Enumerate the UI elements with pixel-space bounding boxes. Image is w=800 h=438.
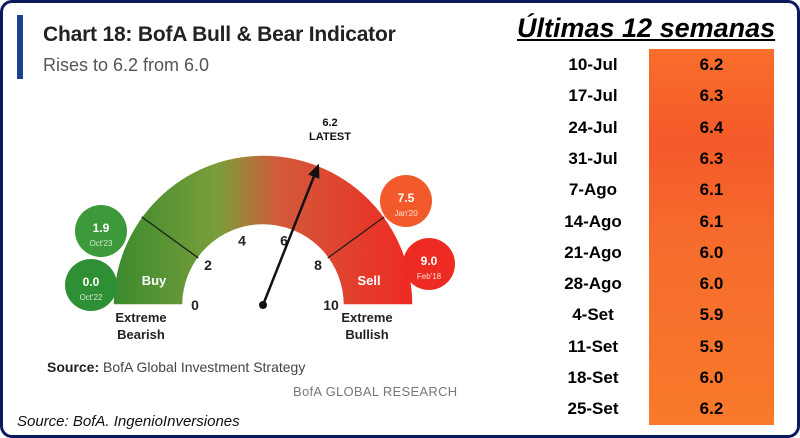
weekly-table-row: 28-Ago 6.0 <box>543 268 783 299</box>
weekly-table-row: 7-Ago 6.1 <box>543 174 783 205</box>
latest-label: LATEST <box>309 131 351 143</box>
weekly-table-date: 28-Ago <box>564 274 622 294</box>
chart-source: Source: BofA Global Investment Strategy <box>47 359 305 375</box>
weekly-table-row: 18-Set 6.0 <box>543 362 783 393</box>
history-marker-oct23-date: Oct'23 <box>90 239 113 248</box>
buy-zone-label: Buy <box>142 273 167 288</box>
zone-boundary-line <box>327 216 385 259</box>
weekly-table-date: 24-Jul <box>568 117 618 137</box>
sell-zone-label: Sell <box>357 273 380 288</box>
extreme-bearish-line1: Extreme <box>115 310 166 325</box>
footer-source: Source: BofA. IngenioInversiones <box>17 413 240 430</box>
weekly-table-row: 10-Jul 6.2 <box>543 49 783 80</box>
weekly-table-value: 6.2 <box>699 399 724 419</box>
history-marker-feb18 <box>403 238 455 290</box>
history-marker-oct22 <box>65 259 117 311</box>
latest-value-label: 6.2 <box>322 117 337 129</box>
history-marker-oct23-value: 1.9 <box>93 221 110 235</box>
weekly-table-row: 14-Ago 6.1 <box>543 206 783 237</box>
chart-source-text: BofA Global Investment Strategy <box>103 359 306 375</box>
gauge-needle <box>261 176 315 306</box>
history-marker-oct23 <box>75 205 127 257</box>
history-marker-jan20 <box>380 175 432 227</box>
weekly-table-value: 6.0 <box>699 368 724 387</box>
history-marker-oct22-date: Oct'22 <box>80 293 103 302</box>
weekly-table-date: 7-Ago <box>568 180 618 200</box>
weekly-table-date: 10-Jul <box>568 55 618 74</box>
weekly-table-row: 17-Jul 6.3 <box>543 80 783 111</box>
weekly-table-value: 6.0 <box>699 274 724 294</box>
title-accent-bar <box>17 15 23 79</box>
extreme-bearish-line2: Bearish <box>117 327 165 342</box>
branding-label: BofA GLOBAL RESEARCH <box>293 384 458 399</box>
gauge-pivot <box>259 301 267 309</box>
gauge-tick-label: 2 <box>204 257 212 273</box>
history-marker-jan20-value: 7.5 <box>398 191 415 205</box>
weekly-table-value: 6.1 <box>699 180 724 200</box>
weekly-table-date: 14-Ago <box>564 211 622 231</box>
weekly-table-value: 6.3 <box>699 86 724 106</box>
gauge-tick-label: 0 <box>191 297 199 313</box>
gauge-tick-label: 8 <box>314 257 322 273</box>
weekly-table-value: 5.9 <box>699 336 724 356</box>
weekly-table-date: 4-Set <box>572 305 614 325</box>
chart-title: Chart 18: BofA Bull & Bear Indicator <box>43 23 396 46</box>
weekly-table-row: 11-Set 5.9 <box>543 331 783 362</box>
chart-source-prefix: Source: <box>47 359 100 375</box>
weekly-table-value: 5.9 <box>699 305 724 325</box>
history-marker-feb18-date: Feb'18 <box>417 272 442 281</box>
history-marker-jan20-date: Jan'20 <box>394 209 418 218</box>
weekly-table-date: 25-Set <box>567 399 619 419</box>
weekly-table-value: 6.4 <box>699 117 724 137</box>
history-marker-oct22-value: 0.0 <box>83 275 100 289</box>
weekly-table-value: 6.0 <box>699 242 724 262</box>
history-marker-feb18-value: 9.0 <box>421 254 438 268</box>
extreme-bullish-line1: Extreme <box>341 310 392 325</box>
extreme-bullish-line2: Bullish <box>345 327 388 342</box>
weekly-table-title: Últimas 12 semanas <box>517 13 776 43</box>
weekly-table-row: 4-Set 5.9 <box>543 299 783 330</box>
weekly-table-date: 17-Jul <box>568 86 618 106</box>
weekly-table-date: 21-Ago <box>564 242 622 262</box>
chart-subtitle: Rises to 6.2 from 6.0 <box>43 55 210 75</box>
weekly-table-row: 24-Jul 6.4 <box>543 112 783 143</box>
gauge-chart: 0 2 4 6 8 10 Buy Sell 6.2 LATEST Extreme Bear… <box>65 117 455 342</box>
weekly-table-value: 6.2 <box>699 55 724 74</box>
zone-boundary-line <box>141 216 199 259</box>
gauge-tick-label: 4 <box>238 232 246 248</box>
gauge-tick-label: 10 <box>323 297 339 313</box>
gauge-tick-label: 6 <box>280 232 288 248</box>
weekly-table-row: 31-Jul 6.3 <box>543 143 783 174</box>
weekly-table-date: 11-Set <box>567 336 619 356</box>
gauge-needle-arrowhead <box>308 163 320 179</box>
weekly-table-value-column <box>649 49 774 425</box>
weekly-table-value: 6.1 <box>699 211 724 231</box>
weekly-table-row: 25-Set 6.2 <box>543 393 783 424</box>
weekly-table-row: 21-Ago 6.0 <box>543 237 783 268</box>
weekly-table-value: 6.3 <box>699 148 724 168</box>
weekly-table-date: 18-Set <box>567 368 619 387</box>
weekly-table-date: 31-Jul <box>568 148 618 168</box>
